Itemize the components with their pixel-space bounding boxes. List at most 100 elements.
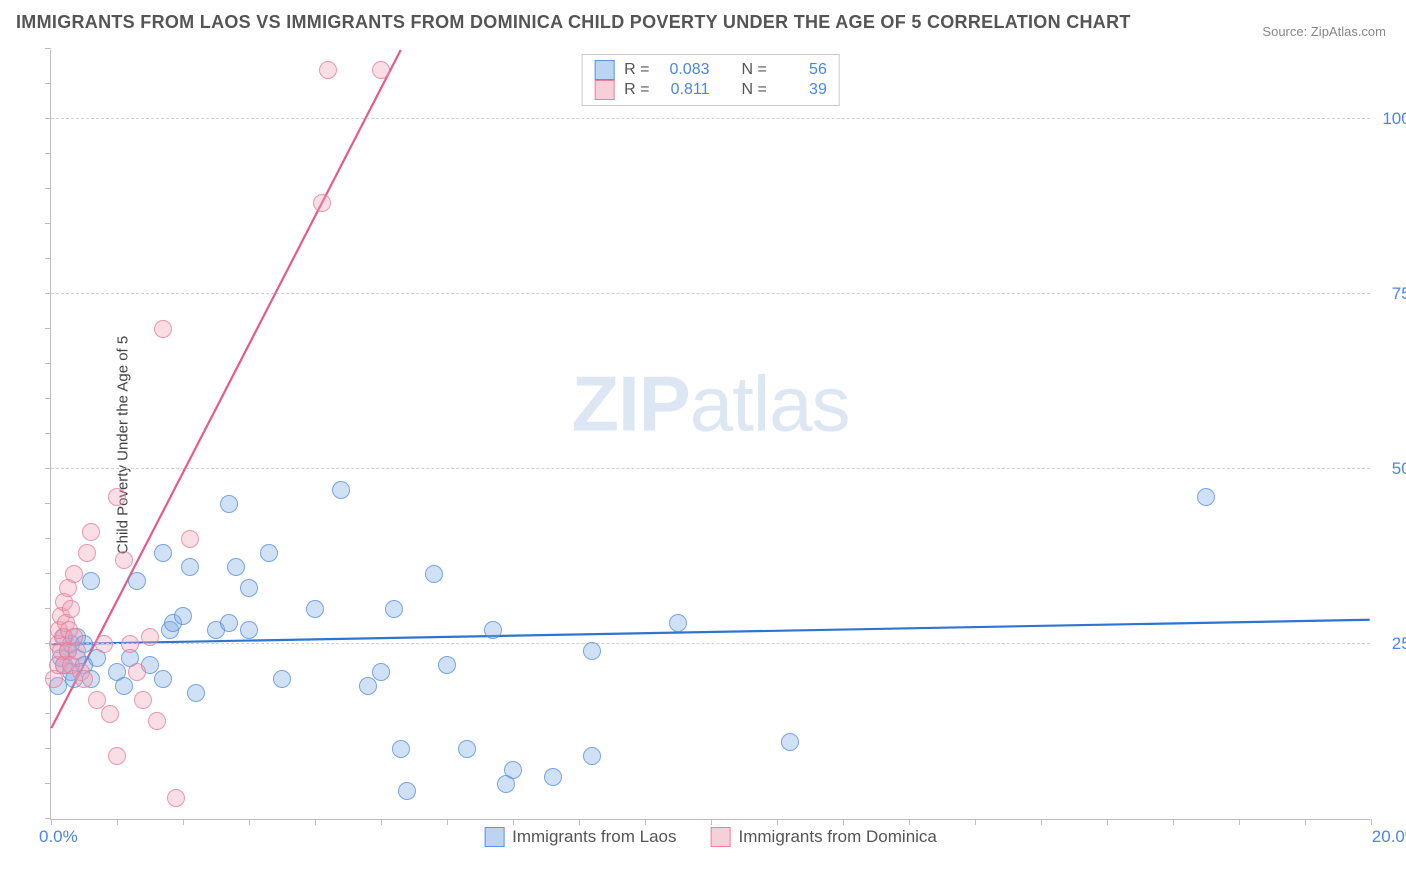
data-point-dominica	[121, 635, 139, 653]
y-tick	[45, 503, 51, 504]
y-tick	[45, 48, 51, 49]
y-tick	[45, 153, 51, 154]
x-tick	[447, 819, 448, 825]
y-tick	[45, 363, 51, 364]
data-point-laos	[240, 579, 258, 597]
data-point-dominica	[82, 523, 100, 541]
y-tick	[45, 748, 51, 749]
watermark-part-b: atlas	[690, 359, 850, 447]
x-tick	[1041, 819, 1042, 825]
data-point-laos	[504, 761, 522, 779]
data-point-laos	[425, 565, 443, 583]
data-point-dominica	[313, 194, 331, 212]
data-point-laos	[220, 495, 238, 513]
data-point-laos	[385, 600, 403, 618]
data-point-laos	[82, 572, 100, 590]
x-tick	[183, 819, 184, 825]
n-value-laos: 56	[777, 61, 827, 79]
source-label: Source:	[1262, 24, 1307, 39]
x-tick	[975, 819, 976, 825]
data-point-dominica	[128, 663, 146, 681]
y-tick	[45, 258, 51, 259]
y-tick	[45, 293, 51, 294]
series-legend: Immigrants from Laos Immigrants from Dom…	[484, 827, 937, 847]
stat-legend-box: R = 0.083 N = 56 R = 0.811 N = 39	[581, 54, 840, 106]
data-point-dominica	[62, 600, 80, 618]
x-tick	[1371, 819, 1372, 825]
y-tick	[45, 538, 51, 539]
y-tick	[45, 223, 51, 224]
y-tick	[45, 468, 51, 469]
data-point-laos	[181, 558, 199, 576]
x-tick	[117, 819, 118, 825]
x-tick	[1107, 819, 1108, 825]
data-point-dominica	[75, 670, 93, 688]
data-point-laos	[273, 670, 291, 688]
stat-row-dominica: R = 0.811 N = 39	[594, 80, 827, 100]
y-tick	[45, 608, 51, 609]
data-point-laos	[392, 740, 410, 758]
data-point-laos	[544, 768, 562, 786]
grid-line	[51, 293, 1370, 294]
y-axis-tick-label: 25.0%	[1392, 634, 1406, 654]
data-point-laos	[154, 544, 172, 562]
source-link[interactable]: ZipAtlas.com	[1311, 24, 1386, 39]
x-tick	[579, 819, 580, 825]
data-point-laos	[398, 782, 416, 800]
y-axis-tick-label: 50.0%	[1392, 459, 1406, 479]
data-point-laos	[128, 572, 146, 590]
data-point-laos	[187, 684, 205, 702]
data-point-laos	[1197, 488, 1215, 506]
r-label: R =	[624, 81, 649, 99]
grid-line	[51, 468, 1370, 469]
data-point-dominica	[65, 565, 83, 583]
data-point-dominica	[141, 628, 159, 646]
y-tick	[45, 783, 51, 784]
data-point-laos	[115, 677, 133, 695]
data-point-dominica	[78, 544, 96, 562]
trend-lines-layer	[51, 50, 1370, 819]
chart-container: Child Poverty Under the Age of 5 ZIPatla…	[50, 50, 1390, 840]
chart-title: IMMIGRANTS FROM LAOS VS IMMIGRANTS FROM …	[16, 12, 1131, 33]
grid-line	[51, 643, 1370, 644]
y-tick	[45, 83, 51, 84]
data-point-laos	[306, 600, 324, 618]
grid-line	[51, 118, 1370, 119]
y-tick	[45, 188, 51, 189]
data-point-laos	[583, 747, 601, 765]
stat-row-laos: R = 0.083 N = 56	[594, 60, 827, 80]
watermark: ZIPatlas	[571, 358, 849, 449]
legend-item-dominica: Immigrants from Dominica	[711, 827, 937, 847]
swatch-icon	[484, 827, 504, 847]
legend-label-laos: Immigrants from Laos	[512, 827, 676, 847]
x-tick	[249, 819, 250, 825]
data-point-dominica	[154, 320, 172, 338]
data-point-laos	[781, 733, 799, 751]
legend-label-dominica: Immigrants from Dominica	[739, 827, 937, 847]
data-point-laos	[583, 642, 601, 660]
x-tick	[1239, 819, 1240, 825]
x-tick	[843, 819, 844, 825]
data-point-dominica	[134, 691, 152, 709]
swatch-icon	[711, 827, 731, 847]
data-point-dominica	[181, 530, 199, 548]
x-tick	[645, 819, 646, 825]
data-point-laos	[220, 614, 238, 632]
data-point-laos	[372, 663, 390, 681]
data-point-laos	[458, 740, 476, 758]
data-point-dominica	[319, 61, 337, 79]
data-point-dominica	[95, 635, 113, 653]
data-point-laos	[227, 558, 245, 576]
source-attribution: Source: ZipAtlas.com	[1262, 24, 1386, 39]
watermark-part-a: ZIP	[571, 359, 689, 447]
data-point-laos	[174, 607, 192, 625]
x-tick	[513, 819, 514, 825]
x-tick	[711, 819, 712, 825]
y-tick	[45, 573, 51, 574]
data-point-dominica	[108, 747, 126, 765]
x-tick	[381, 819, 382, 825]
r-value-dominica: 0.811	[660, 81, 710, 99]
x-tick	[51, 819, 52, 825]
data-point-laos	[359, 677, 377, 695]
data-point-dominica	[372, 61, 390, 79]
